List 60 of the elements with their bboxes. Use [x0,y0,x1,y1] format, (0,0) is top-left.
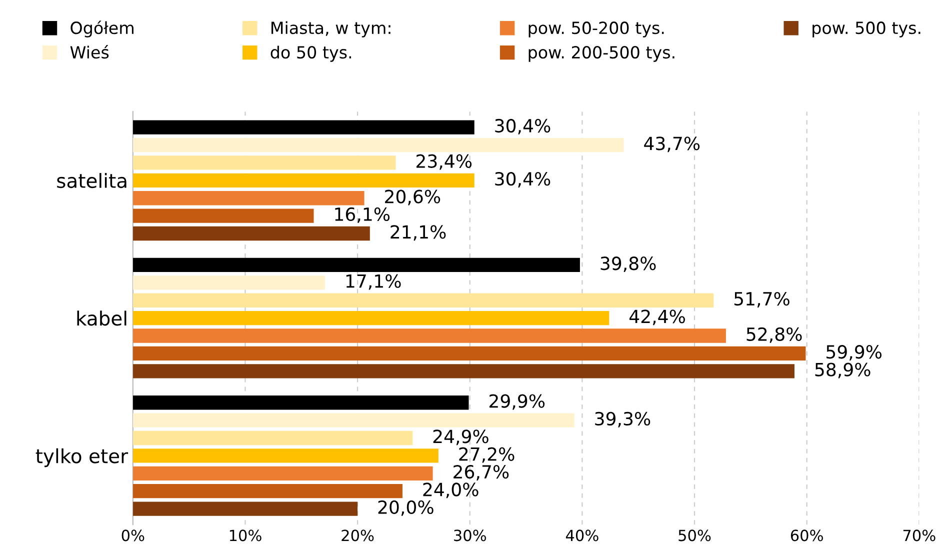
data-label: 27,2% [459,447,514,463]
data-label: 51,7% [734,292,790,308]
data-label: 20,0% [378,500,434,516]
x-tick-label: 70% [903,530,936,542]
bar [132,156,396,170]
bar [132,396,469,410]
data-label: 17,1% [346,274,401,290]
data-label: 23,4% [416,154,472,170]
data-label: 29,9% [490,394,545,410]
data-label: 26,7% [454,464,509,480]
data-label: 58,9% [815,362,870,378]
legend-label: do 50 tys. [270,46,352,62]
legend-label: pow. 500 tys. [812,22,920,38]
bar [132,502,358,516]
bar [132,226,370,241]
data-label: 21,1% [390,225,446,241]
x-tick-label: 10% [230,530,262,542]
data-label: 16,1% [335,207,390,223]
legend-label: pow. 50-200 tys. [528,22,664,38]
y-tick-label: satelita [57,173,126,188]
bar [132,138,624,152]
bar [132,293,714,308]
bar [132,364,794,378]
bar [132,328,726,343]
bar [132,346,806,361]
x-tick-label: 40% [566,530,598,542]
bar [132,484,402,498]
data-label: 24,9% [433,430,488,446]
legend-label: Ogółem [70,20,134,38]
bar [132,120,474,134]
y-tick-label: tylko eter [36,448,128,468]
bar [132,310,610,326]
data-label: 30,4% [495,172,550,188]
x-tick-label: 30% [454,530,486,542]
legend-label: Miasta, w tym: [272,21,390,38]
bar [132,448,438,463]
y-tick-label: kabel [77,310,126,326]
bar [132,276,325,290]
bar [132,258,580,272]
data-label: 30,4% [495,118,550,134]
x-tick-label: 50% [678,530,711,542]
data-label: 39,3% [595,412,650,428]
data-label: 42,4% [629,310,685,326]
data-label: 39,8% [600,256,656,272]
data-label: 24,0% [423,482,478,498]
legend-label: pow. 200-500 tys. [528,46,674,62]
x-tick-label: 60% [790,530,823,542]
data-label: 52,8% [746,327,802,343]
data-label: 59,9% [826,345,882,361]
bar [132,208,314,223]
bar [132,466,433,480]
bar [132,191,364,206]
bar [132,173,474,188]
bar [132,413,574,428]
x-tick-label: 0% [122,530,144,542]
data-label: 43,7% [644,136,700,152]
bar [132,430,413,446]
data-label: 20,6% [385,190,440,206]
legend-label: Wieś [70,45,109,59]
x-tick-label: 20% [342,530,374,542]
